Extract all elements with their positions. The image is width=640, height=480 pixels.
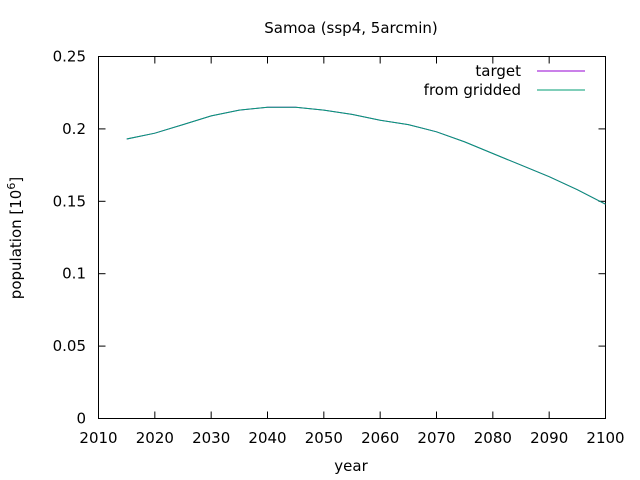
x-tick-label: 2030 (192, 429, 230, 447)
y-tick-label: 0.15 (53, 192, 86, 210)
x-tick-label: 2010 (79, 429, 117, 447)
x-tick-label: 2070 (417, 429, 455, 447)
series-lines (126, 106, 606, 205)
x-axis-title: year (334, 457, 368, 475)
y-axis-title: population [106] (5, 177, 25, 299)
x-tick-label: 2060 (361, 429, 399, 447)
x-tick-label: 2040 (248, 429, 286, 447)
y-axis-title-superscript: 6 (5, 183, 18, 190)
y-axis-title-base: population [10 (7, 190, 25, 300)
chart-title: Samoa (ssp4, 5arcmin) (264, 19, 438, 37)
x-tick-label: 2020 (136, 429, 174, 447)
y-axis-title-suffix: ] (7, 177, 25, 183)
x-axis: 2010 2020 2030 2040 2050 2060 2070 2080 2090 2100 (79, 56, 625, 447)
series-line-from-gridded (126, 106, 606, 205)
y-tick-label: 0.25 (53, 48, 86, 66)
x-tick-label: 2050 (305, 429, 343, 447)
y-tick-label: 0.05 (53, 337, 86, 355)
y-axis: 0 0.05 0.1 0.15 0.2 0.25 (53, 48, 606, 428)
x-tick-label: 2080 (474, 429, 512, 447)
legend-label-from-gridded: from gridded (424, 81, 521, 99)
legend-label-target: target (475, 62, 521, 80)
y-tick-label: 0 (76, 410, 86, 428)
plot-frame (98, 56, 606, 419)
legend: target from gridded (424, 62, 585, 99)
y-tick-label: 0.2 (62, 120, 86, 138)
series-line-target (126, 106, 606, 205)
x-tick-label: 2100 (586, 429, 624, 447)
y-tick-label: 0.1 (62, 265, 86, 283)
x-tick-label: 2090 (530, 429, 568, 447)
